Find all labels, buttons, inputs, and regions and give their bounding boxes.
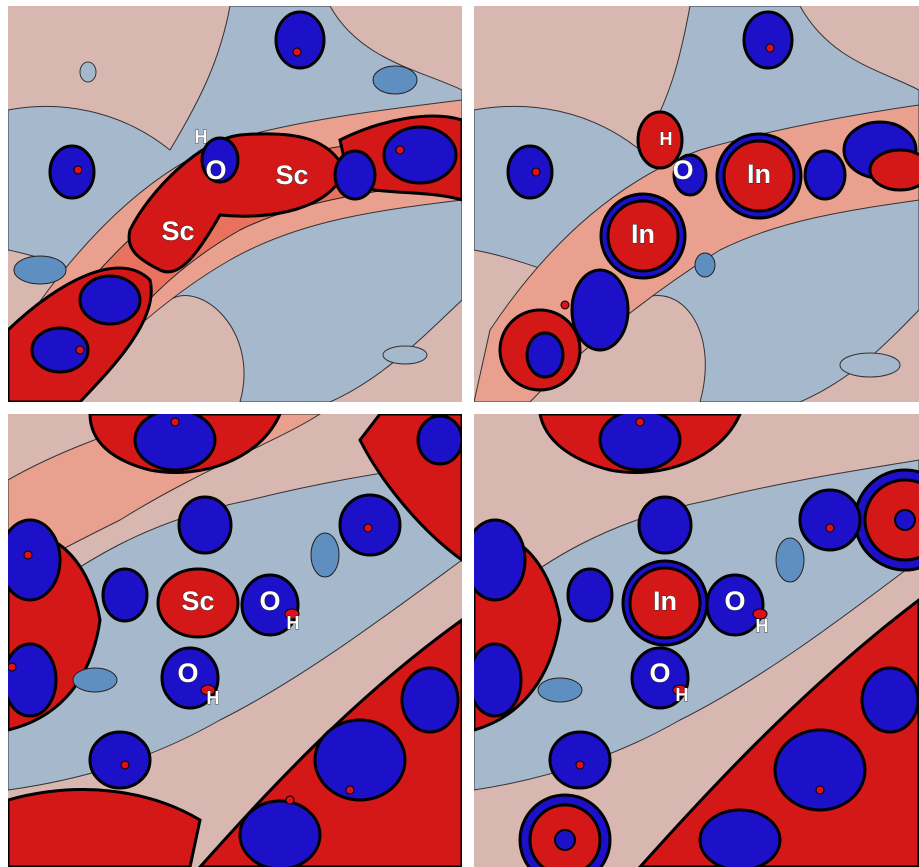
atom-label: O [177,658,198,688]
atom-label: Sc [161,216,194,246]
atom-label: O [724,586,745,616]
atom-label: H [756,616,769,636]
atom-label: O [672,155,693,185]
atom-label: In [653,586,677,616]
figure: H O Sc Sc H O In In [0,0,919,867]
panel-in-bottom: In O H O H [465,410,919,867]
panel-in-top: H O In In [474,6,919,402]
atom-label: H [676,685,689,705]
atom-label: O [259,586,280,616]
atom-label: H [195,127,208,147]
atom-label: In [747,159,771,189]
panel-sc-top: H O Sc Sc [8,6,462,402]
atom-label: H [287,613,300,633]
atom-label: In [631,219,655,249]
atom-label: O [649,658,670,688]
atom-label: O [205,155,226,185]
atom-label: H [660,129,673,149]
atom-label: H [207,688,220,708]
atom-label: Sc [275,160,308,190]
panel-sc-bottom: Sc O H O H [0,410,462,867]
atom-label: Sc [181,586,214,616]
